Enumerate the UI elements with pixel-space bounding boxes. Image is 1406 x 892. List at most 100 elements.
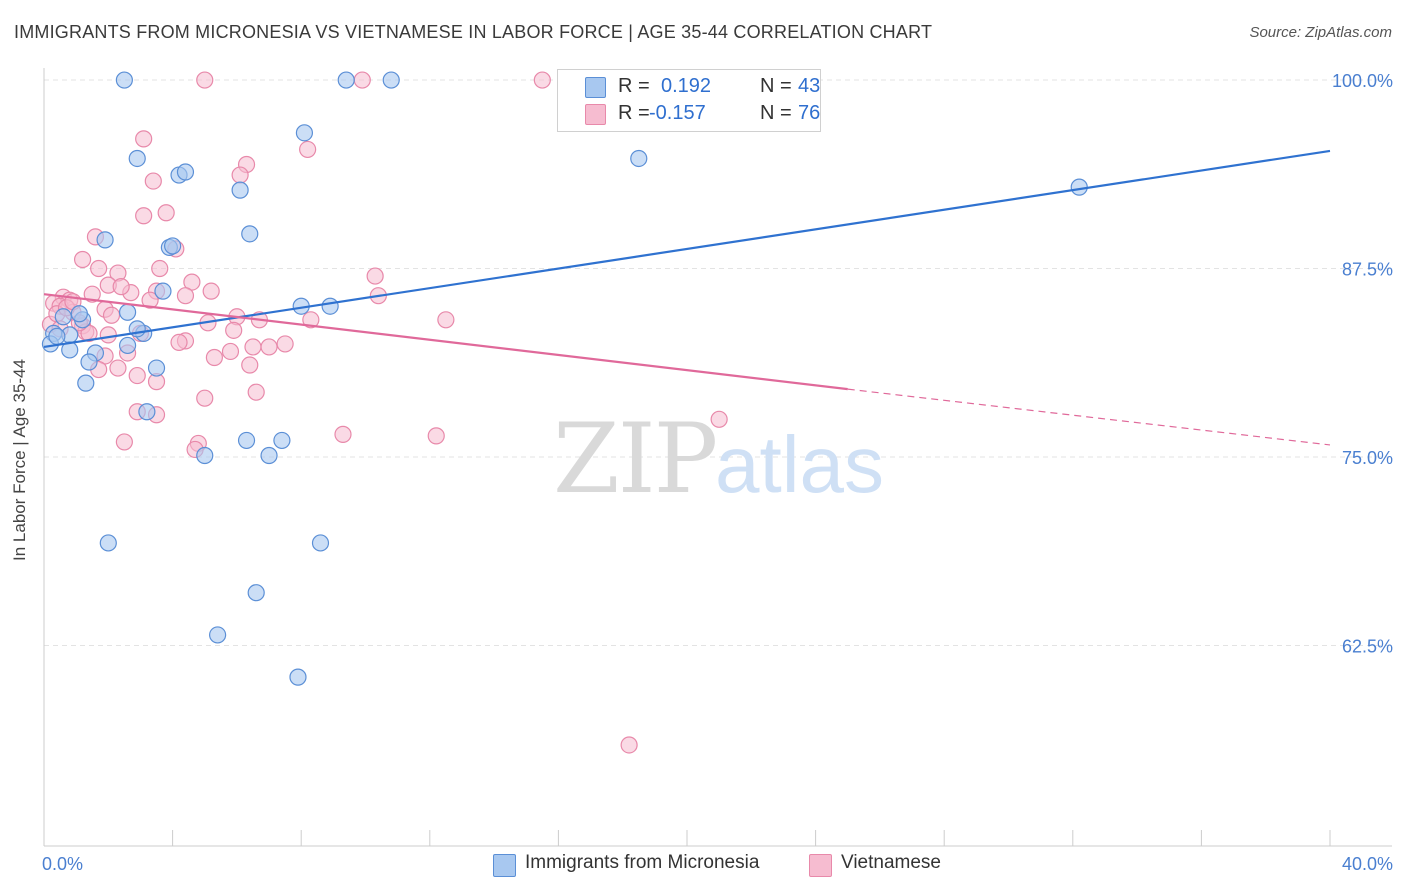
chart-title: IMMIGRANTS FROM MICRONESIA VS VIETNAMESE… xyxy=(14,22,933,42)
chart-source: Source: ZipAtlas.com xyxy=(1249,24,1392,41)
vietnamese-point xyxy=(244,338,262,356)
vietnamese-point xyxy=(302,311,320,329)
micronesia-point xyxy=(295,124,314,142)
vietnamese-point xyxy=(620,736,638,754)
series-swatch-pink xyxy=(809,854,832,877)
legend-swatch-blue xyxy=(585,77,606,98)
micronesia-points xyxy=(41,71,1088,686)
micronesia-point xyxy=(630,149,648,168)
micronesia-point xyxy=(260,446,278,465)
vietnamese-point xyxy=(260,338,278,356)
vietnamese-point xyxy=(144,172,162,190)
y-tick-label: 100.0% xyxy=(1332,71,1393,91)
micronesia-point xyxy=(382,71,400,89)
vietnamese-point xyxy=(170,333,188,352)
vietnamese-point xyxy=(157,204,175,222)
micronesia-trend-line xyxy=(43,149,1331,349)
vietnamese-point xyxy=(83,285,101,303)
legend-r-value: -0.157 xyxy=(649,102,706,124)
micronesia-point xyxy=(164,237,182,255)
vietnamese-point xyxy=(533,71,551,89)
micronesia-point xyxy=(237,431,256,450)
micronesia-point xyxy=(154,282,172,300)
vietnamese-point xyxy=(109,359,127,377)
micronesia-point xyxy=(231,181,249,199)
y-tick-label: 75.0% xyxy=(1342,448,1393,468)
micronesia-point xyxy=(54,308,72,326)
vietnamese-point xyxy=(205,348,223,367)
vietnamese-point xyxy=(247,383,265,401)
vietnamese-point xyxy=(196,71,214,89)
micronesia-point xyxy=(118,303,137,321)
micronesia-point xyxy=(70,305,88,323)
vietnamese-point xyxy=(196,389,214,407)
vietnamese-point xyxy=(710,410,728,428)
vietnamese-point xyxy=(176,287,195,305)
vietnamese-point xyxy=(437,311,455,329)
vietnamese-point xyxy=(427,427,445,445)
vietnamese-point xyxy=(73,250,92,269)
vietnamese-point xyxy=(231,166,249,184)
micronesia-point xyxy=(337,71,355,89)
micronesia-point xyxy=(77,374,95,392)
vietnamese-point xyxy=(99,326,117,344)
legend-r-label: R = xyxy=(618,102,650,124)
micronesia-point xyxy=(96,231,114,249)
vietnamese-point xyxy=(366,267,384,285)
series-name-vietnamese: Vietnamese xyxy=(841,852,941,873)
x-tick-label: 0.0% xyxy=(42,854,83,874)
vietnamese-point xyxy=(112,278,130,296)
micronesia-point xyxy=(1070,178,1088,196)
vietnamese-point xyxy=(141,291,159,309)
trend-lines xyxy=(43,149,1331,446)
micronesia-point xyxy=(321,297,339,315)
vietnamese-point xyxy=(151,259,169,278)
y-tick-label: 87.5% xyxy=(1342,260,1393,280)
tick-labels: 100.0% 87.5% 75.0% 62.5% 0.0% 40.0% xyxy=(42,71,1393,874)
micronesia-point xyxy=(147,359,166,377)
vietnamese-point xyxy=(334,425,352,443)
micronesia-point xyxy=(48,327,66,345)
axis-layer xyxy=(43,68,1392,847)
vietnamese-point xyxy=(202,282,220,300)
vietnamese-point xyxy=(299,140,317,159)
vietnamese-point xyxy=(135,207,153,225)
x-tick-label: 40.0% xyxy=(1342,854,1393,874)
micronesia-point xyxy=(80,353,98,371)
micronesia-point xyxy=(289,668,307,686)
micronesia-point xyxy=(241,225,259,243)
micronesia-point xyxy=(209,626,227,644)
vietnamese-trend-line xyxy=(43,293,848,391)
vietnamese-point xyxy=(241,356,259,374)
micronesia-point xyxy=(115,71,133,89)
watermark-atlas: atlas xyxy=(715,420,884,509)
micronesia-point xyxy=(311,534,330,552)
legend-r-value: 0.192 xyxy=(661,75,712,97)
watermark-zip: ZIP xyxy=(553,403,716,515)
legend-n-label: N = xyxy=(760,75,792,97)
vietnamese-point xyxy=(102,306,121,324)
legend-n-value: 43 xyxy=(798,75,821,97)
legend-r-label: R = xyxy=(618,75,650,97)
legend-n-value: 76 xyxy=(798,102,821,124)
legend-n-label: N = xyxy=(760,102,792,124)
vietnamese-point xyxy=(353,71,371,89)
micronesia-point xyxy=(128,149,146,168)
vietnamese-point xyxy=(128,366,146,385)
vietnamese-point xyxy=(135,130,153,148)
vietnamese-point xyxy=(221,342,240,361)
vietnamese-trend-extension xyxy=(847,388,1331,446)
vietnamese-point xyxy=(90,259,108,278)
micronesia-point xyxy=(196,446,214,465)
series-name-micronesia: Immigrants from Micronesia xyxy=(525,852,760,873)
micronesia-point xyxy=(247,584,265,602)
legend-swatch-pink xyxy=(585,104,606,125)
vietnamese-point xyxy=(115,433,133,451)
micronesia-point xyxy=(273,431,291,450)
micronesia-point xyxy=(118,336,137,355)
stats-legend: R = 0.192 N = 43 R = -0.157 N = 76 xyxy=(557,69,821,132)
micronesia-point xyxy=(176,163,195,181)
watermark: ZIP atlas xyxy=(553,403,884,515)
micronesia-point xyxy=(138,403,156,421)
